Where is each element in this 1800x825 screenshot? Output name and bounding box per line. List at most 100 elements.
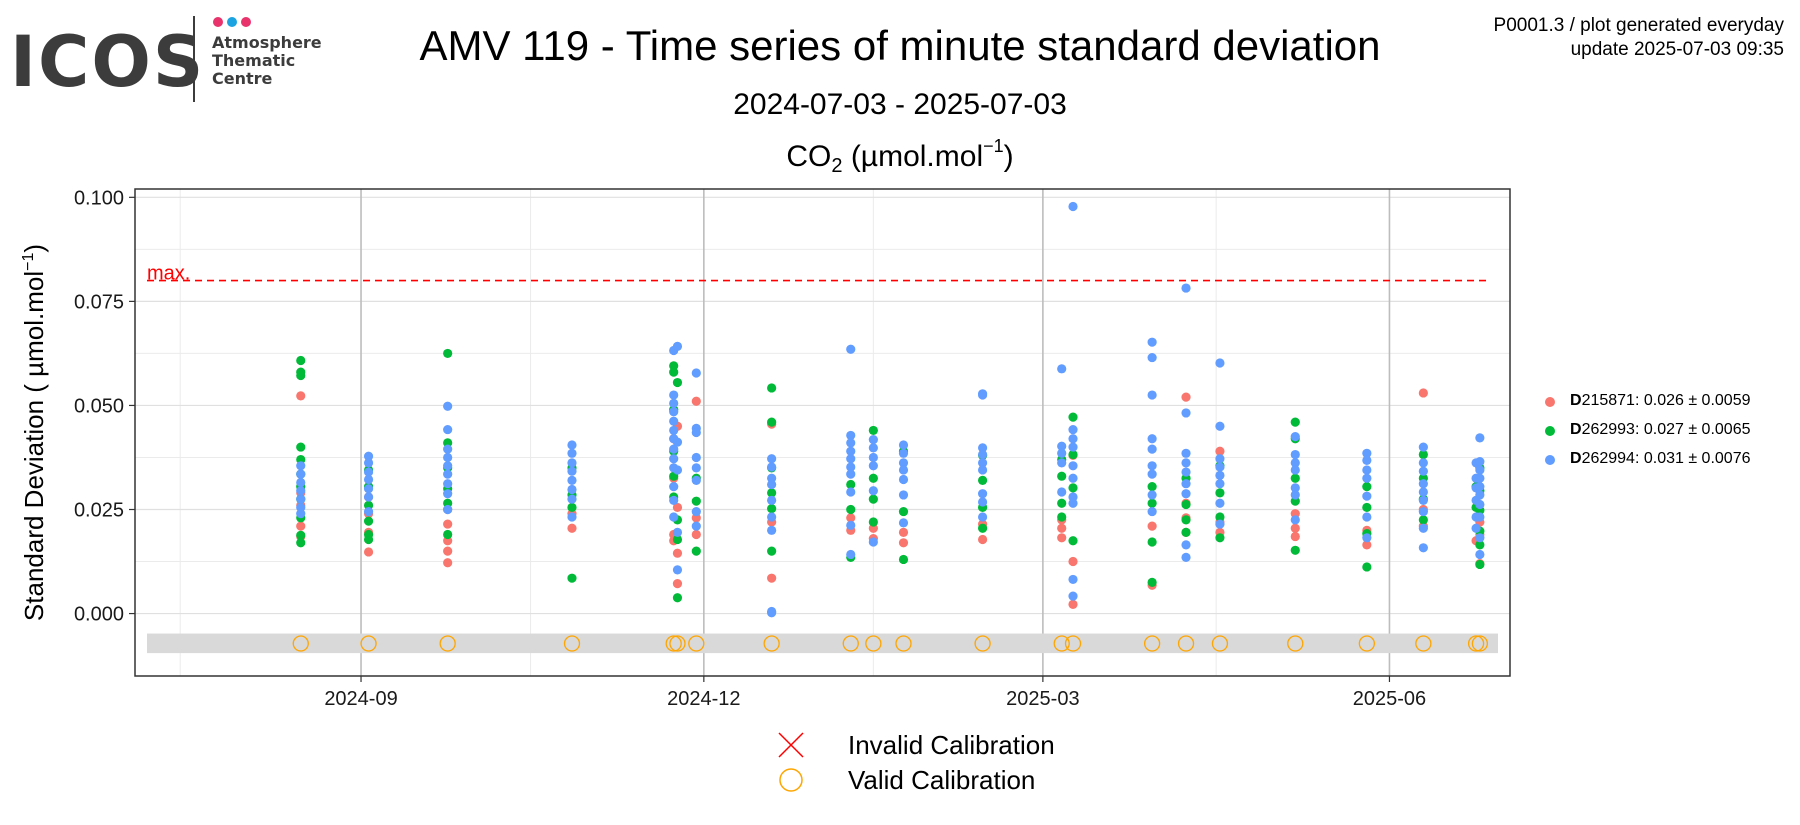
- data-point: [1362, 448, 1372, 458]
- data-point: [1362, 465, 1372, 475]
- data-point: [1418, 458, 1428, 468]
- data-point: [1290, 523, 1300, 533]
- data-point: [443, 558, 453, 568]
- data-point: [767, 573, 777, 583]
- data-point: [1418, 506, 1428, 517]
- valid-calibration-marker: [895, 635, 912, 652]
- data-point: [978, 449, 988, 460]
- legend-label: 215871: 0.026 ± 0.0059: [1581, 392, 1751, 409]
- data-point: [1290, 465, 1300, 475]
- plot-info-line-2: update 2025-07-03 09:35: [1570, 39, 1784, 60]
- legend-invalid-label: Invalid Calibration: [848, 730, 1055, 760]
- data-point: [691, 396, 701, 406]
- plot-panel: [135, 189, 1510, 676]
- data-point: [672, 527, 683, 537]
- data-point: [1147, 537, 1157, 547]
- data-point: [1181, 540, 1191, 550]
- legend-key-prefix: D: [1570, 421, 1582, 438]
- calibration-legend: Invalid Calibration Valid Calibration: [770, 728, 1170, 818]
- data-point: [1181, 479, 1191, 489]
- data-point: [1290, 545, 1300, 555]
- data-point: [672, 465, 683, 475]
- data-point: [1181, 527, 1191, 537]
- valid-calibration-marker: [1287, 635, 1304, 652]
- data-point: [1147, 337, 1157, 347]
- data-point: [672, 578, 683, 589]
- data-point: [672, 534, 683, 545]
- data-point: [978, 458, 988, 468]
- data-point: [1181, 448, 1191, 458]
- unit-superscript: −1: [983, 136, 1004, 156]
- data-point: [1147, 352, 1157, 363]
- data-point: [296, 469, 306, 479]
- data-point: [672, 593, 683, 603]
- data-point: [1475, 533, 1485, 543]
- data-point: [1362, 455, 1372, 465]
- valid-calibration-marker: [763, 635, 780, 652]
- data-point: [443, 546, 453, 556]
- data-point: [1057, 441, 1067, 451]
- data-point: [1181, 458, 1191, 468]
- data-point: [868, 425, 878, 436]
- data-point: [1057, 471, 1067, 481]
- data-point: [443, 469, 453, 479]
- legend-dot: [1545, 397, 1555, 407]
- data-point: [669, 367, 679, 377]
- data-point: [296, 370, 306, 381]
- data-point: [1362, 491, 1372, 501]
- data-point: [296, 521, 306, 531]
- data-point: [1290, 490, 1300, 500]
- data-point: [443, 444, 453, 454]
- data-point: [1215, 470, 1225, 480]
- data-point: [1215, 454, 1225, 464]
- data-point: [443, 489, 453, 499]
- data-point: [1362, 562, 1372, 572]
- data-point: [443, 461, 453, 471]
- data-point: [1215, 462, 1225, 472]
- data-point: [1215, 421, 1225, 431]
- data-point: [669, 398, 679, 408]
- data-point: [978, 497, 988, 507]
- data-point: [1068, 449, 1078, 460]
- data-point: [1215, 512, 1225, 522]
- data-point: [1068, 434, 1078, 444]
- logo-line-1: Atmosphere: [212, 33, 322, 52]
- data-point: [1475, 433, 1485, 443]
- valid-calibration-marker: [1143, 635, 1161, 652]
- data-point: [1215, 519, 1225, 529]
- data-point: [567, 458, 577, 468]
- data-point: [1068, 442, 1078, 452]
- icos-logo: ICOS Atmosphere Thematic Centre: [10, 14, 340, 110]
- data-point: [898, 506, 909, 517]
- data-point: [1057, 448, 1067, 458]
- logo-line-3: Centre: [212, 69, 273, 88]
- x-tick-label: 2025-06: [1353, 688, 1426, 710]
- data-point: [868, 494, 878, 504]
- data-point: [669, 482, 679, 492]
- logo-line-2: Thematic: [212, 51, 296, 70]
- data-point: [898, 538, 909, 548]
- data-point: [846, 430, 856, 441]
- y-tick-label: 0.100: [74, 187, 124, 209]
- data-point: [363, 534, 374, 545]
- data-point: [868, 517, 878, 527]
- legend-key-prefix: D: [1570, 450, 1582, 467]
- data-point: [1068, 574, 1078, 585]
- data-point: [1215, 533, 1225, 543]
- data-point: [1418, 479, 1428, 489]
- data-point: [1057, 498, 1067, 508]
- x-tick-label: 2024-12: [667, 688, 740, 710]
- data-point: [567, 573, 577, 583]
- data-point: [691, 496, 701, 506]
- unit-label: (µmol.mol: [850, 140, 984, 173]
- data-point: [669, 416, 679, 426]
- data-point: [363, 458, 374, 468]
- data-point: [1475, 457, 1485, 467]
- data-point: [1181, 467, 1191, 477]
- data-point: [846, 438, 856, 448]
- logo-dot: [227, 17, 237, 27]
- data-point: [868, 486, 878, 496]
- data-point: [767, 462, 777, 472]
- legend-dot: [1545, 426, 1555, 436]
